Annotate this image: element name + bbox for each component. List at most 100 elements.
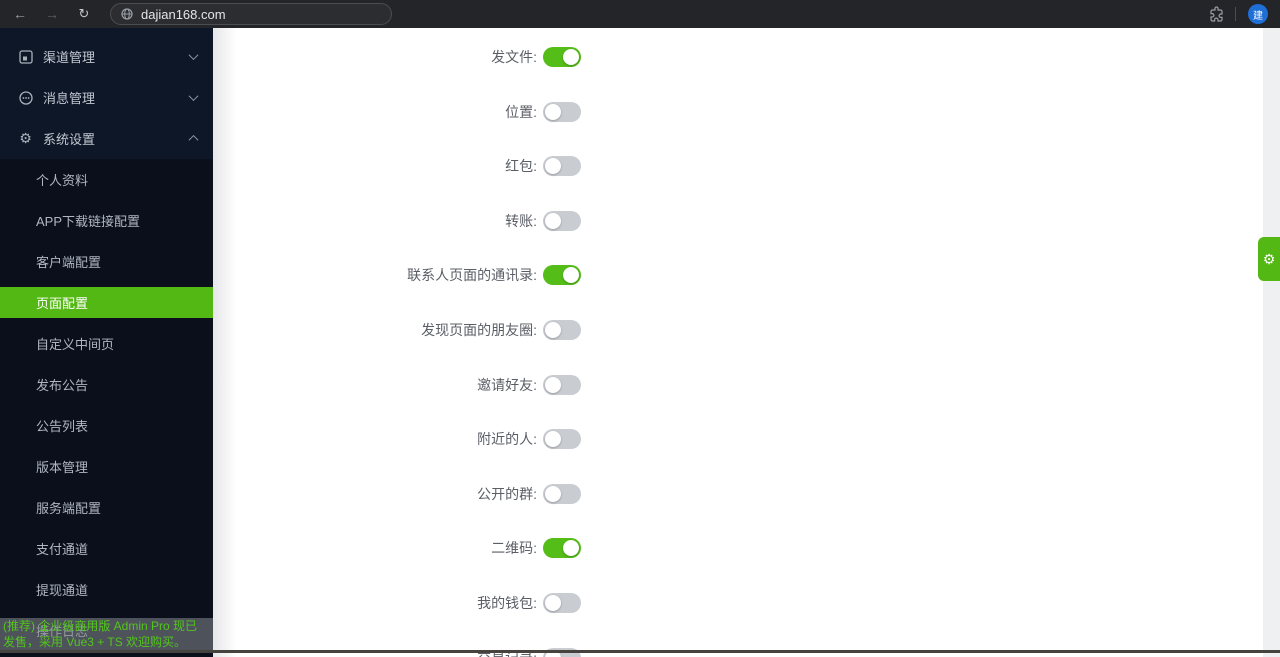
sidebar-menu: 渠道管理 消息管理 ⚙ 系统设置 [0,28,213,159]
extensions-puzzle-icon[interactable] [1209,6,1225,22]
sidebar-submenu: 个人资料 APP下载链接配置 客户端配置 页面配置 自定义中间页 发布公告 公告… [0,159,213,651]
address-bar[interactable]: dajian168.com [110,3,392,25]
sidebar-subitem-label: 服务端配置 [36,501,102,516]
sidebar-subitem[interactable]: 服务端配置 [0,487,213,528]
toggle-switch[interactable] [543,538,581,559]
toggle-knob [545,212,561,229]
sidebar-subitem[interactable]: APP下载链接配置 [0,200,213,241]
toggle-knob [563,540,579,557]
form-row: 邀请好友: [213,374,581,395]
sidebar-subitem-label: 客户端配置 [36,255,102,270]
form-row-label: 公开的群: [477,485,537,502]
form-row: 公开的群: [213,483,581,504]
main-content: 发文件: 位置: 红包: 转账: 联系人页面的通讯录: 发现页面的朋友圈: 邀请… [213,28,1280,657]
url-text: dajian168.com [141,6,226,22]
toggle-knob [563,267,579,284]
toggle-knob [545,158,561,175]
toggle-switch[interactable] [543,483,581,504]
form-row-label: 二维码: [491,540,537,557]
toggle-switch[interactable] [543,429,581,450]
form-row: 发文件: [213,47,581,67]
sidebar-item-label: 系统设置 [43,132,96,147]
sidebar-subitem[interactable]: 页面配置 [0,282,213,323]
window-bottom-edge [0,650,1280,653]
sidebar-item-system-settings[interactable]: ⚙ 系统设置 [0,118,213,159]
sidebar-subitem-label: 版本管理 [36,460,89,475]
reload-icon: ↻ [78,6,90,21]
sidebar-subitem[interactable]: 提现通道 [0,569,213,610]
sidebar-subitem-label: 页面配置 [36,296,89,311]
form-row-label: 交易记录: [213,648,543,657]
sidebar-subitem[interactable]: 支付通道 [0,528,213,569]
form-row-label: 我的钱包: [477,594,537,611]
reload-button[interactable]: ↻ [72,3,96,25]
sidebar-subitem-label: APP下载链接配置 [36,214,141,229]
sidebar-subitem[interactable]: 客户端配置 [0,241,213,282]
form-row-label: 红包: [505,158,537,175]
sidebar: 渠道管理 消息管理 ⚙ 系统设置 个人资料 APP下载链接配置 客户端配置 页面… [0,28,213,657]
toggle-knob [545,649,561,657]
form-row: 红包: [213,156,581,177]
toggle-switch[interactable] [543,156,581,177]
toggle-knob [545,103,561,120]
form-row: 转账: [213,210,581,231]
form-row: 位置: [213,101,581,122]
chevron-down-icon [188,50,199,61]
toggle-switch[interactable] [543,101,581,122]
toggle-switch[interactable] [543,374,581,395]
sidebar-item-channel-management[interactable]: 渠道管理 [0,36,213,77]
form-row-label: 发文件: [491,49,537,65]
form-row-label: 联系人页面的通讯录: [407,267,537,284]
toggle-knob [545,485,561,502]
sidebar-subitem[interactable]: 版本管理 [0,446,213,487]
back-button[interactable]: ← [8,3,32,25]
toggle-knob [545,376,561,393]
gear-icon: ⚙ [1262,250,1276,267]
promo-line1: (推荐) 企业级商用版 Admin Pro 现已 [3,619,198,633]
toggle-switch[interactable] [543,47,581,67]
back-icon: ← [13,6,27,22]
toggle-switch[interactable] [543,210,581,231]
form-row-label: 邀请好友: [477,376,537,393]
form-row-label: 位置: [505,103,537,120]
chevron-down-icon [188,91,199,102]
toggle-switch[interactable] [543,265,581,286]
message-icon [18,90,33,105]
toggle-switch[interactable] [543,319,581,340]
forward-button[interactable]: → [40,3,64,25]
sidebar-subitem[interactable]: 公告列表 [0,405,213,446]
form-row-label: 转账: [505,212,537,229]
sidebar-subitem-label: 个人资料 [36,173,89,188]
forward-icon: → [45,6,59,22]
theme-settings-button[interactable]: ⚙ [1258,237,1280,281]
globe-icon [121,8,133,20]
scrollbar[interactable] [1263,28,1280,657]
browser-chrome: ← → ↻ dajian168.com 建 [0,0,1280,28]
gear-icon: ⚙ [19,130,32,146]
toggle-knob [563,49,579,65]
sidebar-subitem-label: 发布公告 [36,378,89,393]
promo-line2: 发售，采用 Vue3 + TS 欢迎购买。 [3,635,187,649]
sidebar-subitem-label: 自定义中间页 [36,337,115,352]
form-row-label: 附近的人: [477,431,537,448]
form-row: 二维码: [213,538,581,559]
sidebar-subitem[interactable]: 自定义中间页 [0,323,213,364]
profile-avatar[interactable]: 建 [1248,4,1268,24]
toggle-knob [545,431,561,448]
grid-icon [18,49,33,64]
toggle-knob [545,594,561,611]
sidebar-subitem[interactable]: 个人资料 [0,159,213,200]
sidebar-item-label: 渠道管理 [43,50,96,65]
sidebar-item-message-management[interactable]: 消息管理 [0,77,213,118]
chevron-up-icon [188,134,199,145]
form-row: 联系人页面的通讯录: [213,265,581,286]
toggle-switch[interactable] [543,592,581,613]
sidebar-subitem[interactable]: 发布公告 [0,364,213,405]
form-row: 我的钱包: [213,592,581,613]
settings-form: 发文件: 位置: 红包: 转账: 联系人页面的通讯录: 发现页面的朋友圈: 邀请… [213,47,581,657]
sidebar-subitem-label: 提现通道 [36,583,89,598]
sidebar-item-label: 消息管理 [43,91,96,106]
form-row: 发现页面的朋友圈: [213,319,581,340]
form-row-label: 发现页面的朋友圈: [421,321,537,338]
promo-banner[interactable]: (推荐) 企业级商用版 Admin Pro 现已 发售，采用 Vue3 + TS… [0,618,213,650]
